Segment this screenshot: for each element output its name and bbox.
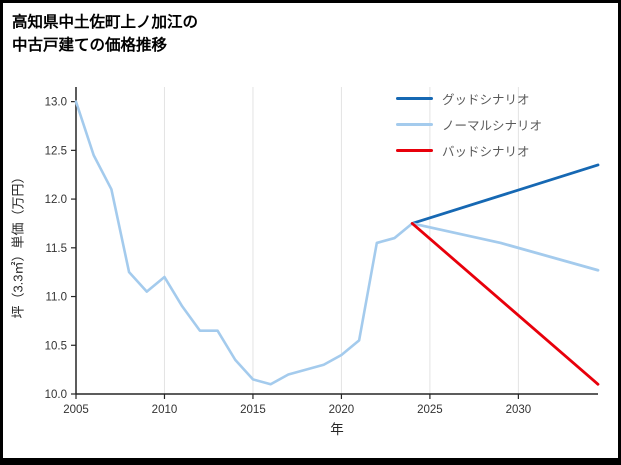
y-tick-label: 10.5 — [45, 340, 67, 352]
y-tick-label: 12.0 — [45, 194, 67, 206]
legend-label: バッドシナリオ — [442, 145, 530, 159]
legend-item-normal-scenario: ノーマルシナリオ — [396, 115, 542, 134]
chart-legend: グッドシナリオ ノーマルシナリオ バッドシナリオ — [396, 89, 542, 160]
x-tick-label: 2005 — [63, 404, 89, 416]
good-scenario-line — [410, 163, 600, 225]
x-axis-label: 年 — [330, 422, 344, 437]
y-tick-label: 11.0 — [45, 292, 67, 304]
y-tick-label: 13.0 — [45, 97, 67, 109]
x-tick-label: 2025 — [417, 404, 443, 416]
page-title-line-1: 高知県中土佐町上ノ加江の — [12, 14, 199, 31]
normal-scenario-line — [410, 222, 600, 272]
x-tick-label: 2030 — [506, 404, 532, 416]
legend-swatch — [396, 97, 433, 100]
x-tick-label: 2020 — [329, 404, 355, 416]
legend-swatch — [396, 149, 433, 152]
y-axis-label: 坪（3.3㎡）単価（万円） — [10, 170, 26, 319]
x-tick-label: 2015 — [240, 404, 266, 416]
y-tick-label: 12.5 — [45, 145, 67, 157]
y-tick-label: 10.0 — [45, 389, 67, 401]
legend-swatch — [396, 123, 433, 126]
bad-scenario-line — [410, 222, 600, 386]
legend-label: ノーマルシナリオ — [442, 119, 543, 133]
page-title-line-2: 中古戸建ての価格推移 — [12, 37, 168, 55]
legend-label: グッドシナリオ — [442, 93, 530, 107]
history-line — [74, 100, 414, 386]
x-tick-label: 2010 — [152, 404, 178, 416]
legend-item-bad-scenario: バッドシナリオ — [396, 141, 542, 160]
y-tick-label: 11.5 — [45, 243, 67, 255]
price-trend-chart: 10.0 10.5 11.0 11.5 12.0 12.5 13.0 2005 2010 2015… — [45, 87, 600, 416]
page-title: 高知県中土佐町上ノ加江の 中古戸建ての価格推移 — [12, 11, 198, 58]
legend-item-good-scenario: グッドシナリオ — [396, 89, 542, 108]
